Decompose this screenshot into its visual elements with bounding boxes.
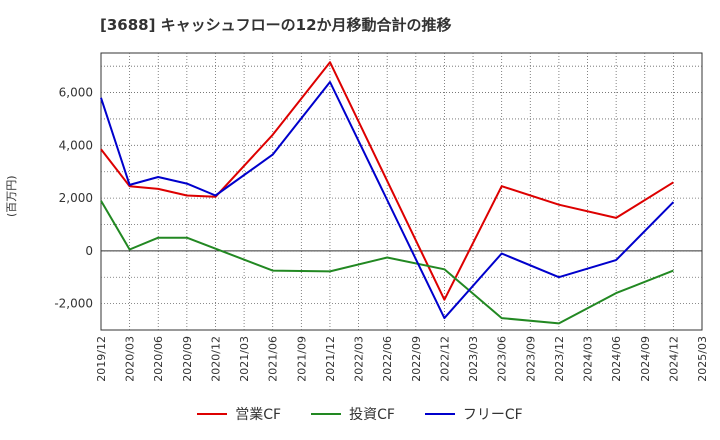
legend-item-3: フリーCF: [424, 404, 523, 424]
y-tick-label: -2,000: [54, 297, 93, 311]
x-tick-label: 2022/03: [353, 336, 366, 382]
x-tick-label: 2020/12: [209, 336, 222, 382]
y-tick-label: 2,000: [59, 191, 93, 205]
chart-title: [3688] キャッシュフローの12か月移動合計の推移: [100, 16, 452, 34]
x-tick-label: 2020/03: [124, 336, 137, 382]
x-tick-label: 2021/06: [267, 336, 280, 382]
series-line-3: [100, 81, 675, 320]
y-tick-label: 0: [85, 244, 93, 258]
x-tick-label: 2021/03: [238, 336, 251, 382]
legend-swatch: [424, 413, 455, 415]
x-tick-label: 2024/03: [582, 336, 595, 382]
y-tick-label: 6,000: [59, 86, 93, 100]
x-tick-label: 2020/09: [181, 336, 194, 382]
x-tick-label: 2024/12: [667, 336, 680, 382]
plot-area: [100, 52, 703, 331]
legend-label: 営業CF: [235, 407, 282, 423]
axis-ticks: 2019/12 2020/03 2020/06 2020/09 2020/12 2021/…: [54, 86, 709, 382]
grid-lines: [101, 53, 702, 330]
series-line-1: [100, 61, 674, 301]
x-tick-label: 2019/12: [95, 336, 108, 382]
x-tick-label: 2020/06: [152, 336, 165, 382]
x-tick-label: 2021/09: [295, 336, 308, 382]
legend-item-2: 投資CF: [311, 404, 395, 424]
x-tick-label: 2023/12: [553, 336, 566, 382]
legend-swatch: [311, 413, 342, 415]
legend-swatch: [197, 413, 228, 415]
x-tick-label: 2023/09: [524, 336, 537, 382]
y-tick-label: 4,000: [59, 138, 93, 152]
x-tick-label: 2024/06: [610, 336, 623, 382]
x-tick-label: 2023/03: [467, 336, 480, 382]
x-tick-label: 2022/09: [410, 336, 423, 382]
x-tick-label: 2021/12: [324, 336, 337, 382]
series-line-2: [100, 200, 674, 325]
series-lines: [100, 61, 675, 325]
x-tick-label: 2023/06: [496, 336, 509, 382]
legend-item-1: 営業CF: [197, 404, 281, 424]
legend: 営業CF 投資CF フリーCF: [0, 404, 720, 424]
x-tick-label: 2025/03: [696, 336, 709, 382]
legend-label: フリーCF: [462, 407, 523, 423]
x-tick-label: 2022/06: [381, 336, 394, 382]
x-tick-label: 2024/09: [639, 336, 652, 382]
legend-label: 投資CF: [349, 407, 395, 423]
x-tick-label: 2022/12: [438, 336, 451, 382]
